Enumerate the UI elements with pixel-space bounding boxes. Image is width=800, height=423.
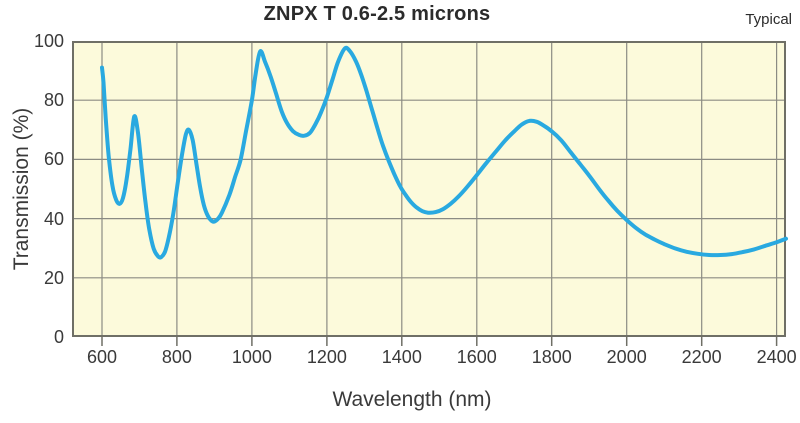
x-tick-label: 1400 [381,347,422,367]
x-tick-label: 600 [86,347,117,367]
x-tick-label: 1600 [456,347,497,367]
y-tick-label: 80 [43,90,64,111]
x-tick-label: 1800 [531,347,572,367]
y-tick-label: 40 [43,208,64,229]
x-tick-label: 2000 [606,347,647,367]
typical-annotation: Typical [745,11,792,28]
y-tick-label: 100 [33,31,64,51]
y-axis-title: Transmission (%) [10,107,33,271]
x-tick-label: 1200 [306,347,347,367]
x-tick-label: 800 [161,347,192,367]
plot-area [72,41,788,346]
x-axis-title: Wavelength (nm) [332,388,492,411]
y-tick-label: 60 [43,149,64,170]
chart-title: ZNPX T 0.6-2.5 microns [263,3,491,25]
x-tick-label: 2200 [681,347,722,367]
transmission-curve [100,45,788,260]
x-tick-label: 1000 [231,347,272,367]
plot-background [72,41,786,337]
plot-border [72,41,786,337]
x-tick-label: 2400 [756,347,797,367]
y-tick-label: 20 [43,267,64,288]
y-tick-label: 0 [53,327,64,347]
